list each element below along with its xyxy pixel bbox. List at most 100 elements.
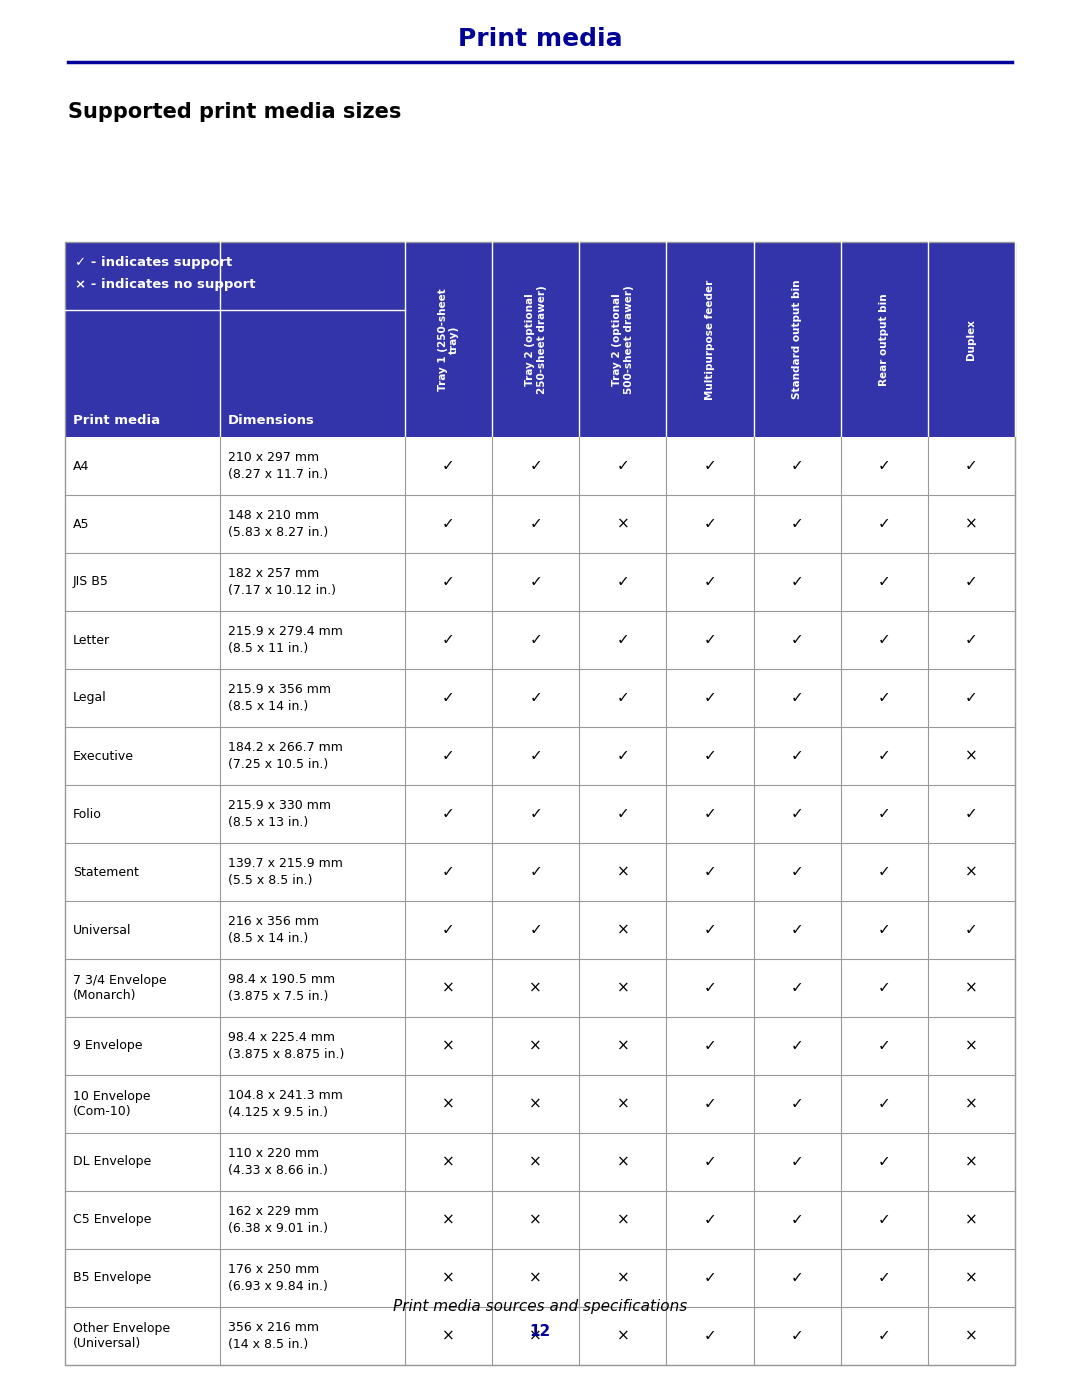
Text: ×: × (966, 749, 977, 764)
Text: ✓: ✓ (791, 1038, 804, 1053)
Text: 176 x 250 mm
(6.93 x 9.84 in.): 176 x 250 mm (6.93 x 9.84 in.) (228, 1263, 328, 1294)
Text: ✓: ✓ (791, 574, 804, 590)
Text: ✓: ✓ (617, 749, 630, 764)
Text: Tray 1 (250-sheet
tray): Tray 1 (250-sheet tray) (437, 288, 459, 391)
Text: ✓: ✓ (704, 1329, 716, 1344)
Text: ×: × (966, 1154, 977, 1169)
Text: 215.9 x 356 mm
(8.5 x 14 in.): 215.9 x 356 mm (8.5 x 14 in.) (228, 683, 330, 712)
Text: ✓: ✓ (529, 458, 542, 474)
Text: ✓: ✓ (966, 633, 977, 647)
Text: 12: 12 (529, 1324, 551, 1340)
Text: Statement: Statement (73, 866, 139, 879)
Text: ✓: ✓ (442, 458, 455, 474)
Text: Rear output bin: Rear output bin (879, 293, 889, 386)
Text: Print media sources and specifications: Print media sources and specifications (393, 1299, 687, 1315)
Text: ×: × (617, 1213, 630, 1228)
Text: Tray 2 (optional
250-sheet drawer): Tray 2 (optional 250-sheet drawer) (525, 285, 546, 394)
Text: ✓: ✓ (878, 574, 891, 590)
Text: ✓: ✓ (704, 865, 716, 880)
Text: ✓: ✓ (704, 458, 716, 474)
Text: 210 x 297 mm
(8.27 x 11.7 in.): 210 x 297 mm (8.27 x 11.7 in.) (228, 451, 328, 481)
Text: ✓: ✓ (791, 690, 804, 705)
Text: Supported print media sizes: Supported print media sizes (68, 102, 402, 122)
Text: Print media: Print media (73, 414, 160, 427)
Bar (65, 958, 1015, 1017)
Text: ✓: ✓ (966, 458, 977, 474)
Text: ✓: ✓ (704, 633, 716, 647)
Text: ×: × (442, 1154, 455, 1169)
Text: ✓: ✓ (704, 749, 716, 764)
Text: Standard output bin: Standard output bin (792, 279, 802, 400)
Text: ✓: ✓ (617, 690, 630, 705)
Text: ✓: ✓ (791, 981, 804, 996)
Text: ✓: ✓ (878, 633, 891, 647)
Text: ✓: ✓ (617, 458, 630, 474)
Bar (65, 669, 1015, 726)
Text: DL Envelope: DL Envelope (73, 1155, 151, 1168)
Text: 139.7 x 215.9 mm
(5.5 x 8.5 in.): 139.7 x 215.9 mm (5.5 x 8.5 in.) (228, 856, 342, 887)
Text: 104.8 x 241.3 mm
(4.125 x 9.5 in.): 104.8 x 241.3 mm (4.125 x 9.5 in.) (228, 1090, 342, 1119)
Text: ×: × (442, 981, 455, 996)
Text: ✓: ✓ (704, 1154, 716, 1169)
Text: ✓: ✓ (966, 922, 977, 937)
Text: ×: × (617, 981, 630, 996)
Text: ✓: ✓ (704, 922, 716, 937)
Text: ✓: ✓ (529, 806, 542, 821)
Text: ✓: ✓ (791, 633, 804, 647)
Text: ✓: ✓ (791, 865, 804, 880)
Text: ✓: ✓ (878, 981, 891, 996)
Text: ✓: ✓ (878, 1329, 891, 1344)
Bar (65, 901, 1015, 958)
Text: ✓ - indicates support: ✓ - indicates support (75, 256, 232, 270)
Text: 98.4 x 225.4 mm
(3.875 x 8.875 in.): 98.4 x 225.4 mm (3.875 x 8.875 in.) (228, 1031, 345, 1060)
Text: A5: A5 (73, 517, 90, 531)
Text: ✓: ✓ (966, 690, 977, 705)
Text: ×: × (617, 922, 630, 937)
Text: ✓: ✓ (878, 1097, 891, 1112)
Text: ×: × (966, 981, 977, 996)
Text: ✓: ✓ (704, 1213, 716, 1228)
Text: ✓: ✓ (791, 517, 804, 531)
Text: B5 Envelope: B5 Envelope (73, 1271, 151, 1284)
Bar (65, 495, 1015, 553)
Text: 10 Envelope
(Com-10): 10 Envelope (Com-10) (73, 1090, 150, 1118)
Text: ×: × (966, 865, 977, 880)
Text: 98.4 x 190.5 mm
(3.875 x 7.5 in.): 98.4 x 190.5 mm (3.875 x 7.5 in.) (228, 972, 335, 1003)
Text: ✓: ✓ (791, 1329, 804, 1344)
Text: ×: × (529, 1329, 542, 1344)
Text: ×: × (617, 1154, 630, 1169)
Text: ✓: ✓ (878, 749, 891, 764)
Text: ×: × (442, 1329, 455, 1344)
Text: ×: × (442, 1038, 455, 1053)
Text: 9 Envelope: 9 Envelope (73, 1039, 143, 1052)
Text: Print media: Print media (458, 27, 622, 52)
Text: ×: × (442, 1213, 455, 1228)
Text: ×: × (529, 981, 542, 996)
Text: ✓: ✓ (704, 1038, 716, 1053)
Bar (65, 242, 1015, 437)
Bar (65, 1249, 1015, 1308)
Text: ✓: ✓ (704, 690, 716, 705)
Text: Multipurpose feeder: Multipurpose feeder (705, 279, 715, 400)
Bar (65, 1076, 1015, 1133)
Text: ✓: ✓ (529, 865, 542, 880)
Text: 216 x 356 mm
(8.5 x 14 in.): 216 x 356 mm (8.5 x 14 in.) (228, 915, 319, 944)
Text: ✓: ✓ (529, 574, 542, 590)
Text: × - indicates no support: × - indicates no support (75, 278, 256, 291)
Text: 184.2 x 266.7 mm
(7.25 x 10.5 in.): 184.2 x 266.7 mm (7.25 x 10.5 in.) (228, 740, 342, 771)
Text: ✓: ✓ (704, 806, 716, 821)
Text: 7 3/4 Envelope
(Monarch): 7 3/4 Envelope (Monarch) (73, 974, 166, 1002)
Text: ✓: ✓ (791, 806, 804, 821)
Text: ✓: ✓ (878, 517, 891, 531)
Bar (65, 1133, 1015, 1192)
Text: ✓: ✓ (791, 1213, 804, 1228)
Text: 215.9 x 279.4 mm
(8.5 x 11 in.): 215.9 x 279.4 mm (8.5 x 11 in.) (228, 624, 342, 655)
Text: Executive: Executive (73, 750, 134, 763)
Text: Other Envelope
(Universal): Other Envelope (Universal) (73, 1322, 171, 1350)
Text: ✓: ✓ (704, 574, 716, 590)
Text: ×: × (617, 517, 630, 531)
Bar (65, 1308, 1015, 1365)
Text: ✓: ✓ (442, 865, 455, 880)
Bar (65, 242, 1015, 1365)
Text: ✓: ✓ (442, 633, 455, 647)
